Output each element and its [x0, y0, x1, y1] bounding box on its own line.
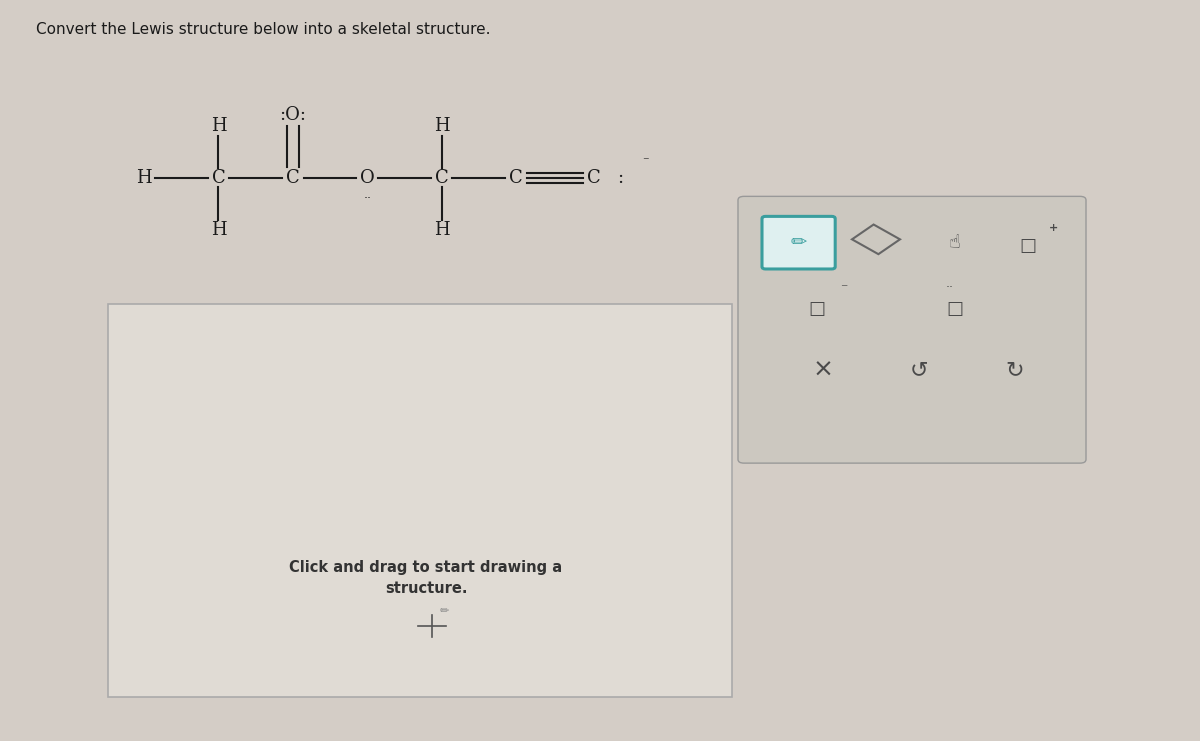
Text: Convert the Lewis structure below into a skeletal structure.: Convert the Lewis structure below into a… [36, 22, 491, 37]
Text: H: H [433, 117, 450, 135]
Text: ☝: ☝ [949, 233, 960, 252]
Text: :O:: :O: [280, 106, 306, 124]
Text: :: : [617, 169, 623, 187]
Text: □: □ [808, 300, 826, 319]
Text: ×: × [812, 358, 833, 382]
Text: ··: ·· [364, 192, 371, 205]
Text: H: H [136, 169, 152, 187]
Text: Click and drag to start drawing a
structure.: Click and drag to start drawing a struct… [289, 560, 563, 596]
Text: ··: ·· [946, 282, 954, 294]
Text: □: □ [946, 300, 964, 319]
Text: ⁻: ⁻ [642, 155, 649, 168]
FancyBboxPatch shape [762, 216, 835, 269]
Text: □: □ [1019, 237, 1037, 256]
Text: ✏: ✏ [791, 233, 806, 252]
Text: ✏: ✏ [439, 606, 449, 616]
Text: ⁻: ⁻ [840, 282, 848, 296]
Text: O: O [360, 169, 374, 187]
Text: H: H [210, 221, 227, 239]
Text: C: C [509, 169, 523, 187]
Text: C: C [434, 169, 449, 187]
Text: H: H [210, 117, 227, 135]
Text: ↻: ↻ [1006, 360, 1024, 380]
Text: ↺: ↺ [910, 360, 928, 380]
FancyBboxPatch shape [108, 304, 732, 697]
Text: +: + [1049, 223, 1057, 233]
FancyBboxPatch shape [738, 196, 1086, 463]
Text: C: C [286, 169, 300, 187]
Text: H: H [433, 221, 450, 239]
Text: C: C [211, 169, 226, 187]
Text: C: C [587, 169, 601, 187]
